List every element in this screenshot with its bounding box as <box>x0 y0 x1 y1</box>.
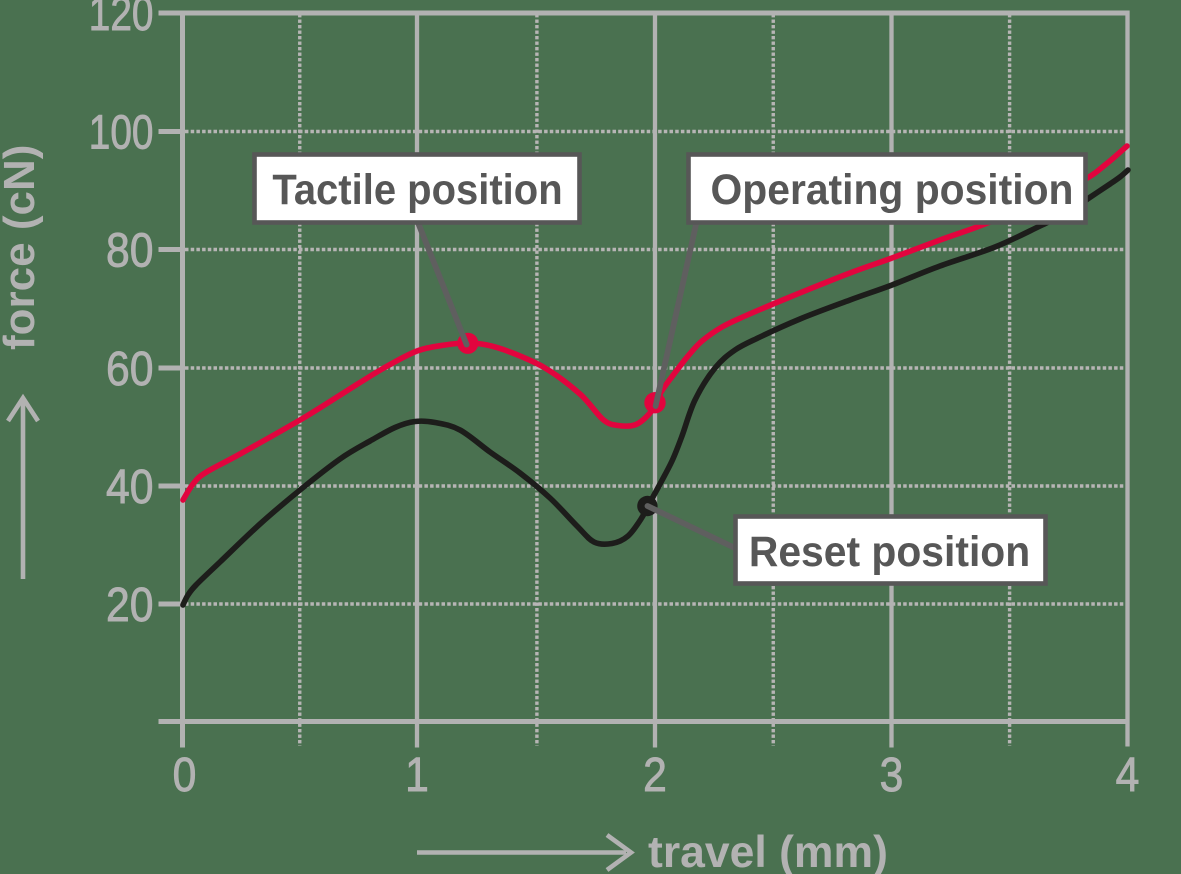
svg-text:3: 3 <box>880 747 904 801</box>
svg-text:Tactile position: Tactile position <box>272 165 562 214</box>
svg-text:Reset position: Reset position <box>749 527 1030 575</box>
svg-text:0: 0 <box>173 747 197 801</box>
svg-text:20: 20 <box>106 577 153 631</box>
svg-text:120: 120 <box>89 0 154 41</box>
svg-text:40: 40 <box>106 459 153 513</box>
svg-text:2: 2 <box>643 747 667 801</box>
svg-text:80: 80 <box>106 223 153 277</box>
svg-text:60: 60 <box>106 341 153 395</box>
svg-text:Operating position: Operating position <box>711 165 1074 213</box>
svg-text:100: 100 <box>89 105 154 159</box>
svg-text:force (cN): force (cN) <box>0 145 44 350</box>
svg-text:travel (mm): travel (mm) <box>648 828 888 874</box>
svg-text:4: 4 <box>1116 747 1140 801</box>
svg-text:1: 1 <box>405 747 429 801</box>
